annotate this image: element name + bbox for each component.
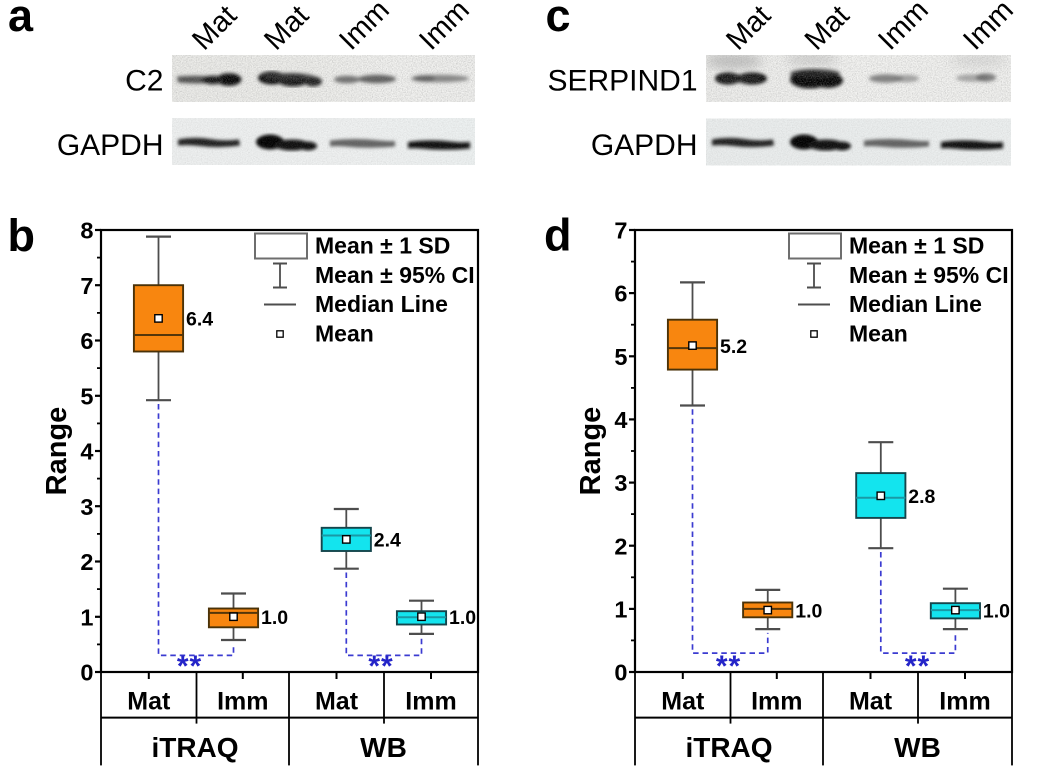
svg-text:5: 5 xyxy=(80,383,93,409)
svg-text:8: 8 xyxy=(80,218,93,244)
svg-text:Imm: Imm xyxy=(217,687,268,715)
svg-text:Mean: Mean xyxy=(315,320,374,346)
svg-text:4: 4 xyxy=(614,407,627,433)
svg-text:Mean ± 1 SD: Mean ± 1 SD xyxy=(849,233,984,259)
svg-text:7: 7 xyxy=(614,218,627,244)
svg-text:5.2: 5.2 xyxy=(720,336,747,358)
svg-text:Median Line: Median Line xyxy=(849,291,982,317)
svg-text:Mat: Mat xyxy=(661,687,705,715)
svg-text:4: 4 xyxy=(80,439,93,465)
svg-text:0: 0 xyxy=(80,660,93,686)
svg-text:b: b xyxy=(8,210,36,261)
svg-text:**: ** xyxy=(716,650,741,683)
svg-text:Mean ± 95% CI: Mean ± 95% CI xyxy=(315,262,475,288)
svg-text:iTRAQ: iTRAQ xyxy=(685,732,772,763)
svg-text:Mat: Mat xyxy=(849,687,893,715)
svg-text:1.0: 1.0 xyxy=(261,607,288,629)
svg-text:1.0: 1.0 xyxy=(983,600,1010,622)
svg-text:a: a xyxy=(8,0,34,41)
svg-text:6: 6 xyxy=(614,281,627,307)
svg-text:SERPIND1: SERPIND1 xyxy=(547,65,697,98)
svg-text:1: 1 xyxy=(80,604,93,630)
svg-text:1: 1 xyxy=(614,597,627,623)
svg-text:2.8: 2.8 xyxy=(908,486,935,508)
svg-text:2: 2 xyxy=(80,549,93,575)
svg-text:3: 3 xyxy=(80,494,93,520)
svg-text:0: 0 xyxy=(614,660,627,686)
svg-text:1.0: 1.0 xyxy=(795,600,822,622)
svg-text:5: 5 xyxy=(614,344,627,370)
svg-text:WB: WB xyxy=(360,732,407,763)
svg-text:Imm: Imm xyxy=(751,687,802,715)
svg-text:3: 3 xyxy=(614,470,627,496)
svg-text:Mean ± 1 SD: Mean ± 1 SD xyxy=(315,233,450,259)
svg-text:6: 6 xyxy=(80,328,93,354)
svg-text:Mat: Mat xyxy=(315,687,359,715)
svg-text:c: c xyxy=(546,0,571,41)
svg-text:6.4: 6.4 xyxy=(186,309,213,331)
svg-text:GAPDH: GAPDH xyxy=(57,129,164,162)
svg-text:**: ** xyxy=(368,650,393,683)
svg-text:GAPDH: GAPDH xyxy=(591,129,698,162)
svg-text:Mat: Mat xyxy=(127,687,171,715)
svg-text:**: ** xyxy=(177,650,202,683)
svg-text:C2: C2 xyxy=(125,65,163,98)
svg-text:Range: Range xyxy=(41,407,73,496)
svg-text:Imm: Imm xyxy=(939,687,990,715)
svg-text:Mean: Mean xyxy=(849,320,908,346)
svg-text:2: 2 xyxy=(614,533,627,559)
svg-text:Imm: Imm xyxy=(405,687,456,715)
svg-text:2.4: 2.4 xyxy=(374,530,401,552)
svg-text:1.0: 1.0 xyxy=(449,607,476,629)
svg-text:iTRAQ: iTRAQ xyxy=(151,732,238,763)
svg-text:d: d xyxy=(544,210,572,261)
svg-text:Range: Range xyxy=(575,407,607,496)
svg-text:**: ** xyxy=(905,650,930,683)
svg-text:WB: WB xyxy=(894,732,941,763)
svg-text:Median Line: Median Line xyxy=(315,291,448,317)
svg-text:7: 7 xyxy=(80,273,93,299)
svg-text:Mean ± 95% CI: Mean ± 95% CI xyxy=(849,262,1009,288)
